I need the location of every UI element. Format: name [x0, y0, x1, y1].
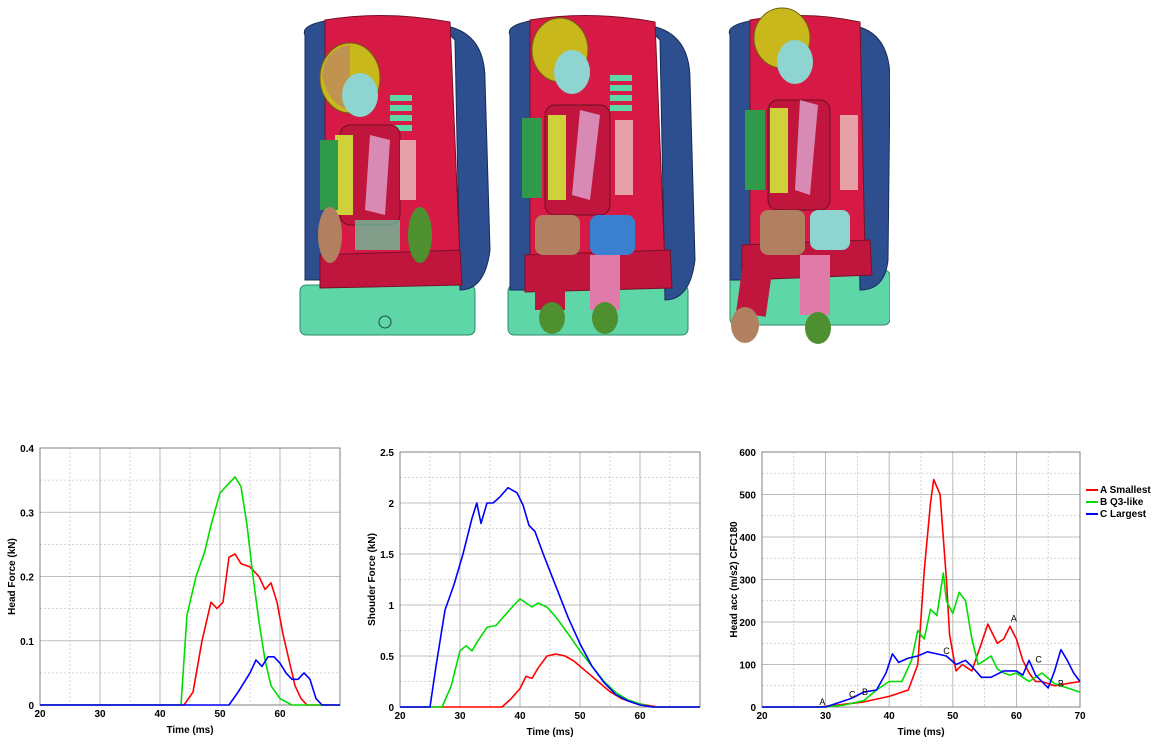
y-axis-label: Head acc (m/s2) CFC180: [729, 521, 740, 638]
y-axis-label: Shouder Force (kN): [367, 533, 378, 626]
series-line-largest: [400, 486, 700, 708]
x-tick-label: 30: [94, 709, 106, 720]
x-tick-label: 50: [574, 711, 586, 722]
legend-entry: B Q3-like: [1100, 497, 1144, 508]
x-tick-label: 20: [394, 711, 406, 722]
y-tick-label: 300: [739, 576, 756, 587]
y-tick-label: 400: [739, 533, 756, 544]
curve-marker-label: C: [943, 646, 950, 656]
head-acc-chart: 20 30 40 50 60 70 0 100 200 300 400 500 600 Time (ms)…: [729, 448, 1151, 738]
y-tick-label: 0: [388, 703, 394, 714]
x-tick-label: 50: [947, 711, 959, 722]
series-line-q3-like: [762, 572, 1081, 708]
chart-grid: [399, 451, 701, 708]
series-line-q3-like: [40, 476, 340, 706]
seat-model-largest: [728, 7, 890, 344]
curve-marker-label: B: [862, 687, 868, 697]
y-tick-label: 500: [739, 491, 756, 502]
plot-frame: [399, 451, 701, 708]
curve-marker-label: B: [1058, 678, 1064, 688]
legend-entry: C Largest: [1100, 509, 1147, 520]
y-tick-label: 2: [388, 499, 394, 510]
x-tick-label: 60: [1011, 711, 1023, 722]
x-axis-label: Time (ms): [897, 727, 944, 738]
x-tick-label: 20: [756, 711, 768, 722]
y-tick-label: 0.5: [380, 652, 394, 663]
y-tick-label: 200: [739, 618, 756, 629]
curve-marker-label: C: [849, 689, 856, 699]
y-tick-label: 600: [739, 448, 756, 459]
shoulder-force-chart: 20 30 40 50 60 0 0.5 1 1.5 2 2.5 Time (ms) Shouder F…: [367, 448, 701, 738]
y-tick-label: 0: [28, 701, 34, 712]
x-tick-label: 60: [274, 709, 286, 720]
x-tick-label: 40: [884, 711, 896, 722]
series-line-smallest: [762, 478, 1081, 708]
chart-grid: [39, 447, 341, 706]
x-axis-label: Time (ms): [526, 727, 573, 738]
x-tick-label: 30: [820, 711, 832, 722]
x-tick-label: 30: [454, 711, 466, 722]
curve-marker-label: A: [1011, 614, 1017, 624]
y-tick-label: 1.5: [380, 550, 394, 561]
y-tick-label: 1: [388, 601, 394, 612]
series-line-q3-like: [400, 598, 700, 708]
x-tick-label: 70: [1074, 711, 1086, 722]
x-tick-label: 40: [514, 711, 526, 722]
x-tick-label: 60: [634, 711, 646, 722]
curve-marker-label: A: [819, 697, 825, 707]
seat-model-smallest: [299, 14, 491, 336]
y-tick-label: 2.5: [380, 448, 394, 459]
legend-entry: A Smallest: [1100, 485, 1151, 496]
series-line-largest: [762, 648, 1081, 708]
y-tick-label: 0.1: [20, 637, 34, 648]
x-tick-label: 50: [214, 709, 226, 720]
x-tick-label: 40: [154, 709, 166, 720]
x-axis-label: Time (ms): [166, 725, 213, 736]
curve-marker-label: C: [1035, 655, 1042, 665]
y-tick-label: 0.2: [20, 573, 34, 584]
y-axis-label: Head Force (kN): [7, 538, 18, 615]
y-tick-label: 100: [739, 661, 756, 672]
seat-model-q3-like: [507, 14, 696, 336]
y-tick-label: 0: [750, 703, 756, 714]
series-line-largest: [40, 656, 340, 706]
series-line-smallest: [40, 553, 340, 706]
child-dummy-seat-illustration: [299, 7, 890, 344]
plot-frame: [761, 451, 1081, 708]
head-force-chart: 20 30 40 50 60 0 0.1 0.2 0.3 0.4 Time (ms) Head For…: [7, 444, 341, 736]
x-tick-label: 20: [34, 709, 46, 720]
y-tick-label: 0.4: [20, 444, 34, 455]
y-tick-label: 0.3: [20, 508, 34, 519]
